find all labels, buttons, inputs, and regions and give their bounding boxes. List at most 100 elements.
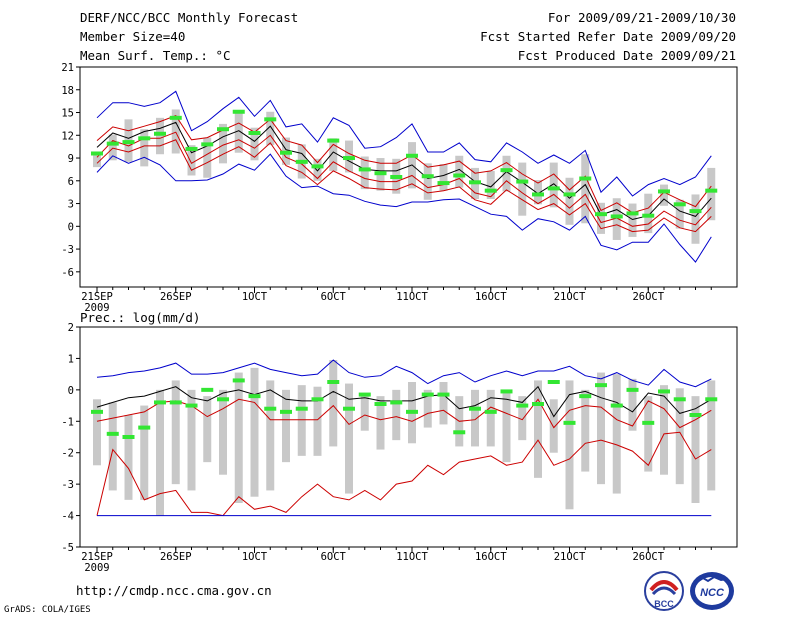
precipitation-box [108, 402, 117, 491]
precipitation-marker [217, 397, 229, 402]
precipitation-marker [185, 403, 198, 408]
temperature-marker [532, 192, 544, 197]
precipitation-box [502, 389, 511, 463]
precipitation-y-tick-label: -3 [61, 479, 74, 491]
precipitation-x-tick-label: 16OCT [475, 551, 507, 563]
temperature-x-tick-label: 26OCT [632, 291, 664, 303]
precipitation-marker [579, 394, 592, 399]
precipitation-marker [295, 406, 308, 411]
temperature-marker [358, 167, 371, 172]
temperature-y-tick-label: 6 [68, 176, 74, 188]
precipitation-x-tick-label: 21OCT [554, 551, 586, 563]
precipitation-box [471, 389, 479, 447]
precipitation-marker [453, 430, 466, 435]
temperature-y-tick-label: -3 [61, 244, 74, 256]
precipitation-x-tick-label: 1OCT [242, 551, 268, 563]
temperature-box [691, 194, 700, 244]
precipitation-line-lower [96, 431, 712, 517]
temperature-frame [79, 66, 738, 288]
temperature-line-min [96, 153, 712, 263]
temperature-box [534, 180, 542, 205]
temperature-box [612, 198, 621, 240]
temperature-marker [453, 173, 466, 178]
precipitation-marker [547, 380, 560, 384]
precipitation-box [156, 389, 164, 516]
chart-title: DERF/NCC/BCC Monthly Forecast [80, 10, 299, 25]
precipitation-marker [532, 402, 544, 406]
temperature-y-tick-label: 15 [61, 108, 74, 120]
precipitation-marker [169, 400, 182, 405]
precipitation-marker [201, 387, 214, 392]
variable-label: Mean Surf. Temp.: °C [80, 48, 231, 63]
temperature-marker [138, 136, 151, 141]
temperature-box [581, 154, 590, 224]
temperature-x-tick-label: 6OCT [321, 291, 347, 303]
temperature-box [423, 163, 432, 200]
temperature-x-tick-label: 21SEP [81, 291, 113, 303]
temperature-x-tick-label: 26SEP [160, 291, 192, 303]
temperature-marker [563, 192, 576, 197]
precipitation-marker [327, 380, 340, 384]
precipitation-marker [673, 397, 686, 402]
temperature-x-tick-label: 21OCT [554, 291, 586, 303]
precipitation-marker [421, 392, 434, 397]
precipitation-y-tick-label: -2 [61, 448, 74, 460]
precipitation-marker [516, 403, 529, 408]
precipitation-box [313, 386, 322, 456]
temperature-marker [673, 202, 686, 207]
precipitation-marker [248, 394, 261, 399]
precipitation-box [329, 360, 338, 447]
temperature-x-tick-label: 1OCT [242, 291, 268, 303]
temperature-x-tick-label: 11OCT [396, 291, 428, 303]
temperature-y-tick-label: -6 [61, 267, 74, 279]
temperature-box [329, 138, 338, 171]
precipitation-box [234, 372, 243, 503]
temperature-box [93, 153, 101, 168]
produced-date: Fcst Produced Date 2009/09/21 [517, 48, 736, 63]
temperature-marker [280, 150, 292, 155]
temperature-box [597, 202, 605, 234]
temperature-marker [106, 141, 119, 146]
precipitation-marker [563, 420, 576, 425]
temperature-line-mean [96, 121, 712, 221]
temperature-marker [469, 180, 481, 185]
temperature-marker [421, 174, 434, 179]
temperature-box [565, 177, 574, 225]
precipitation-box [549, 399, 558, 453]
temperature-marker [705, 188, 718, 193]
temperature-marker [311, 164, 324, 169]
precipitation-box [534, 380, 542, 478]
ncc-logo: NCC [688, 570, 736, 612]
temperature-box [140, 129, 149, 167]
temperature-marker [658, 189, 670, 194]
temperature-marker [201, 142, 214, 147]
temperature-marker [374, 171, 387, 176]
precipitation-box [203, 396, 212, 463]
temperature-marker [343, 156, 355, 161]
precipitation-marker [500, 389, 513, 394]
precipitation-box [707, 380, 716, 491]
precipitation-box [250, 367, 259, 497]
precipitation-box [282, 389, 290, 463]
precipitation-box [360, 396, 369, 431]
precipitation-line-max [96, 359, 712, 388]
precipitation-box [691, 396, 700, 503]
precipitation-box [219, 389, 227, 475]
precipitation-marker [406, 409, 418, 414]
precipitation-x-tick-label: 26SEP [160, 551, 192, 563]
precipitation-y-tick-label: 2 [68, 322, 74, 334]
precipitation-marker [122, 435, 135, 439]
precipitation-y-tick-label: 0 [68, 385, 74, 397]
precipitation-marker [106, 431, 119, 436]
forecast-period: For 2009/09/21-2009/10/30 [547, 10, 736, 25]
source-url[interactable]: http://cmdp.ncc.cma.gov.cn [76, 583, 272, 598]
precipitation-marker [437, 392, 450, 397]
temperature-box [108, 134, 117, 161]
temperature-box [187, 145, 196, 176]
temperature-marker [91, 151, 103, 156]
temperature-box [219, 123, 227, 164]
temperature-box [707, 167, 716, 221]
precipitation-box [565, 380, 574, 510]
precipitation-x-tick-label: 11OCT [396, 551, 428, 563]
